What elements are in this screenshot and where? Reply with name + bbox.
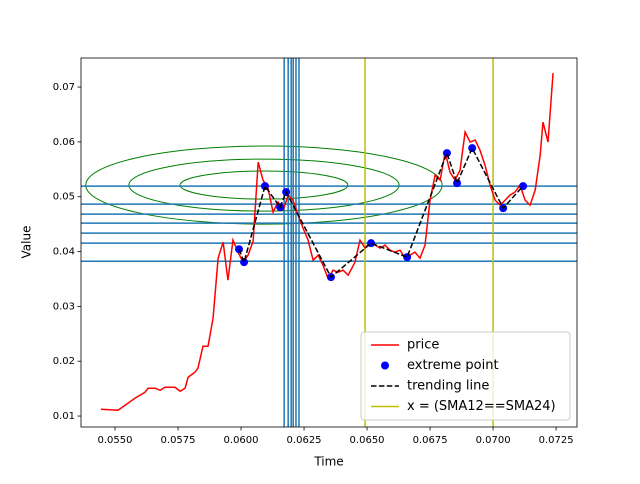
extreme-point [240, 258, 249, 267]
extreme-point [468, 144, 477, 153]
price-line [100, 72, 554, 412]
extreme-point [442, 149, 451, 158]
y-tick-label: 0.07 [53, 82, 75, 93]
legend-marker [381, 361, 389, 370]
x-tick-label: 0.0700 [476, 435, 511, 446]
y-tick-label: 0.02 [53, 356, 75, 367]
x-tick-label: 0.0650 [350, 435, 385, 446]
x-tick-label: 0.0625 [287, 435, 322, 446]
x-tick-label: 0.0675 [413, 435, 448, 446]
y-tick-label: 0.05 [53, 192, 75, 203]
x-tick-label: 0.0575 [161, 435, 196, 446]
y-tick-label: 0.01 [53, 411, 75, 422]
legend-box [360, 331, 571, 421]
legend-label: trending line [407, 379, 489, 394]
x-tick-label: 0.0600 [224, 435, 259, 446]
extreme-point [453, 179, 462, 188]
axes-frame [80, 57, 578, 428]
y-tick-label: 0.04 [53, 247, 75, 258]
x-tick-label: 0.0550 [98, 435, 133, 446]
ellipse [128, 158, 400, 212]
legend-label: price [407, 338, 439, 353]
y-tick-label: 0.06 [53, 137, 75, 148]
ellipse [85, 145, 443, 225]
x-axis-label: Time [313, 455, 343, 469]
legend-label: extreme point [407, 358, 499, 373]
y-tick-label: 0.03 [53, 301, 75, 312]
y-axis-label: Value [20, 226, 34, 259]
legend-label: x = (SMA12==SMA24) [407, 399, 556, 414]
ellipse [179, 170, 349, 200]
extreme-point [403, 253, 412, 262]
x-tick-label: 0.0725 [539, 435, 574, 446]
